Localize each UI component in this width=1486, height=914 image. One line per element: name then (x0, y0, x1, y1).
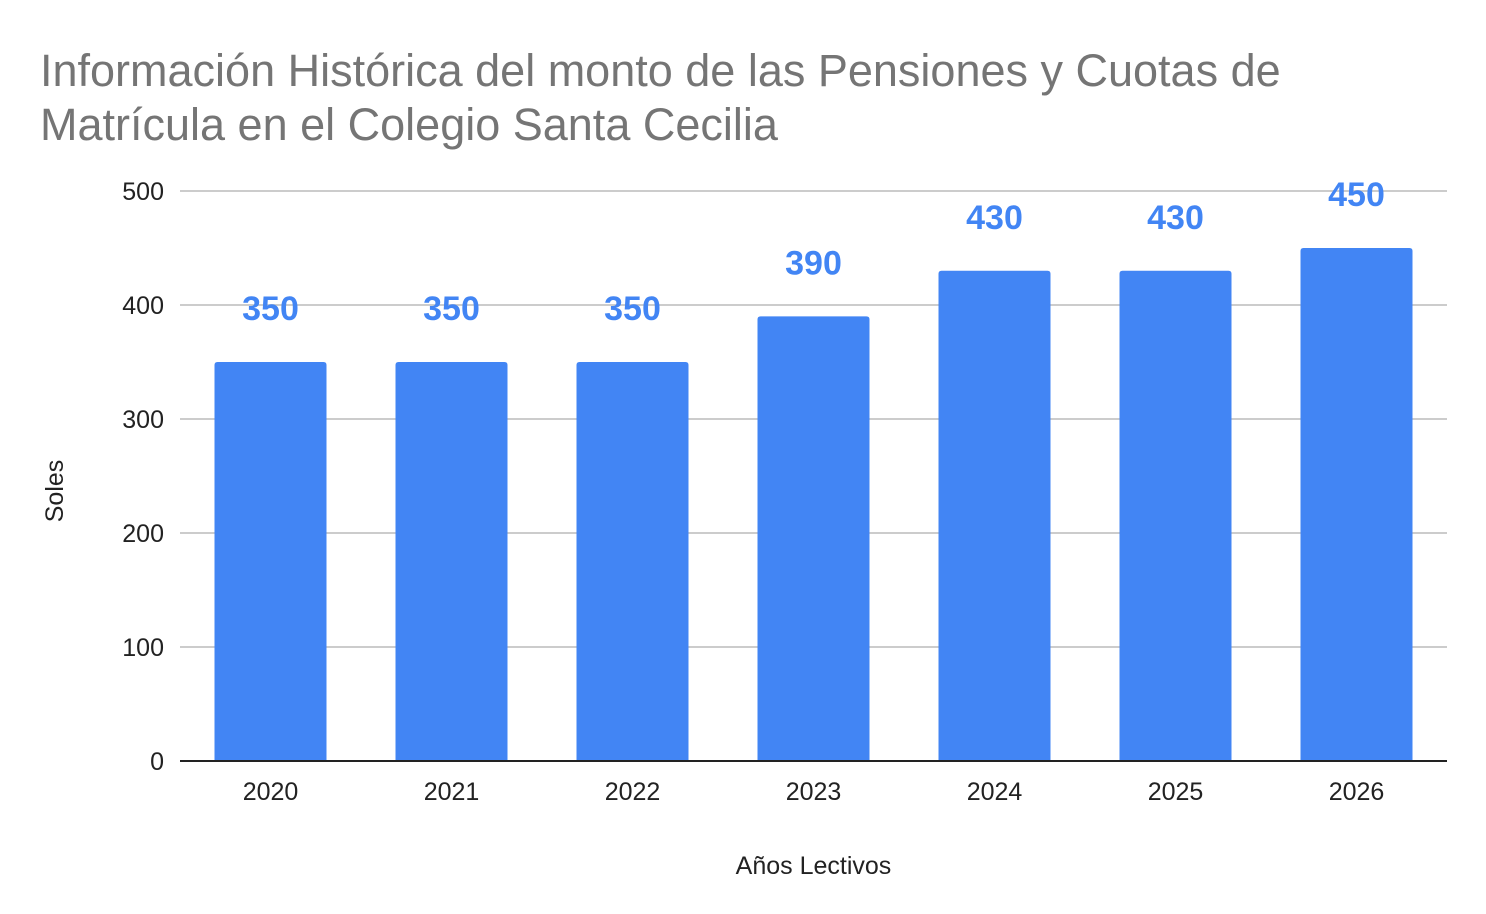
bar-2020 (214, 362, 327, 761)
data-label-2022: 350 (604, 290, 661, 328)
bar-2021 (395, 362, 508, 761)
bar-2024 (938, 270, 1051, 761)
x-tick-label-2023: 2023 (786, 778, 842, 806)
data-label-2024: 430 (966, 199, 1023, 237)
y-tick-label: 400 (122, 292, 164, 320)
bar-2022 (576, 362, 689, 761)
x-axis-title: Años Lectivos (736, 852, 892, 880)
x-tick-label-2021: 2021 (424, 778, 480, 806)
data-label-2025: 430 (1147, 199, 1204, 237)
data-label-2021: 350 (423, 290, 480, 328)
x-tick-label-2026: 2026 (1329, 778, 1385, 806)
y-tick-label: 200 (122, 520, 164, 548)
data-label-2020: 350 (242, 290, 299, 328)
y-tick-label: 500 (122, 178, 164, 206)
bar-2025 (1119, 270, 1232, 761)
bar-2023 (757, 316, 870, 761)
x-tick-label-2025: 2025 (1148, 778, 1204, 806)
data-labels: 350 350 350 390 430 430 450 (242, 176, 1385, 328)
x-tick-label-2020: 2020 (243, 778, 299, 806)
x-axis-ticks: 2020 2021 2022 2023 2024 2025 2026 (243, 778, 1385, 806)
bars (214, 248, 1413, 761)
y-tick-label: 0 (150, 748, 164, 776)
data-label-2023: 390 (785, 244, 842, 282)
x-tick-label-2022: 2022 (605, 778, 661, 806)
y-tick-label: 100 (122, 634, 164, 662)
y-tick-label: 300 (122, 406, 164, 434)
bar-2026 (1300, 248, 1413, 761)
x-tick-label-2024: 2024 (967, 778, 1023, 806)
y-axis-ticks: 0 100 200 300 400 500 (122, 178, 164, 776)
y-axis-title: Soles (41, 460, 69, 523)
data-label-2026: 450 (1328, 176, 1385, 214)
chart-title: Información Histórica del monto de las P… (40, 45, 1281, 150)
